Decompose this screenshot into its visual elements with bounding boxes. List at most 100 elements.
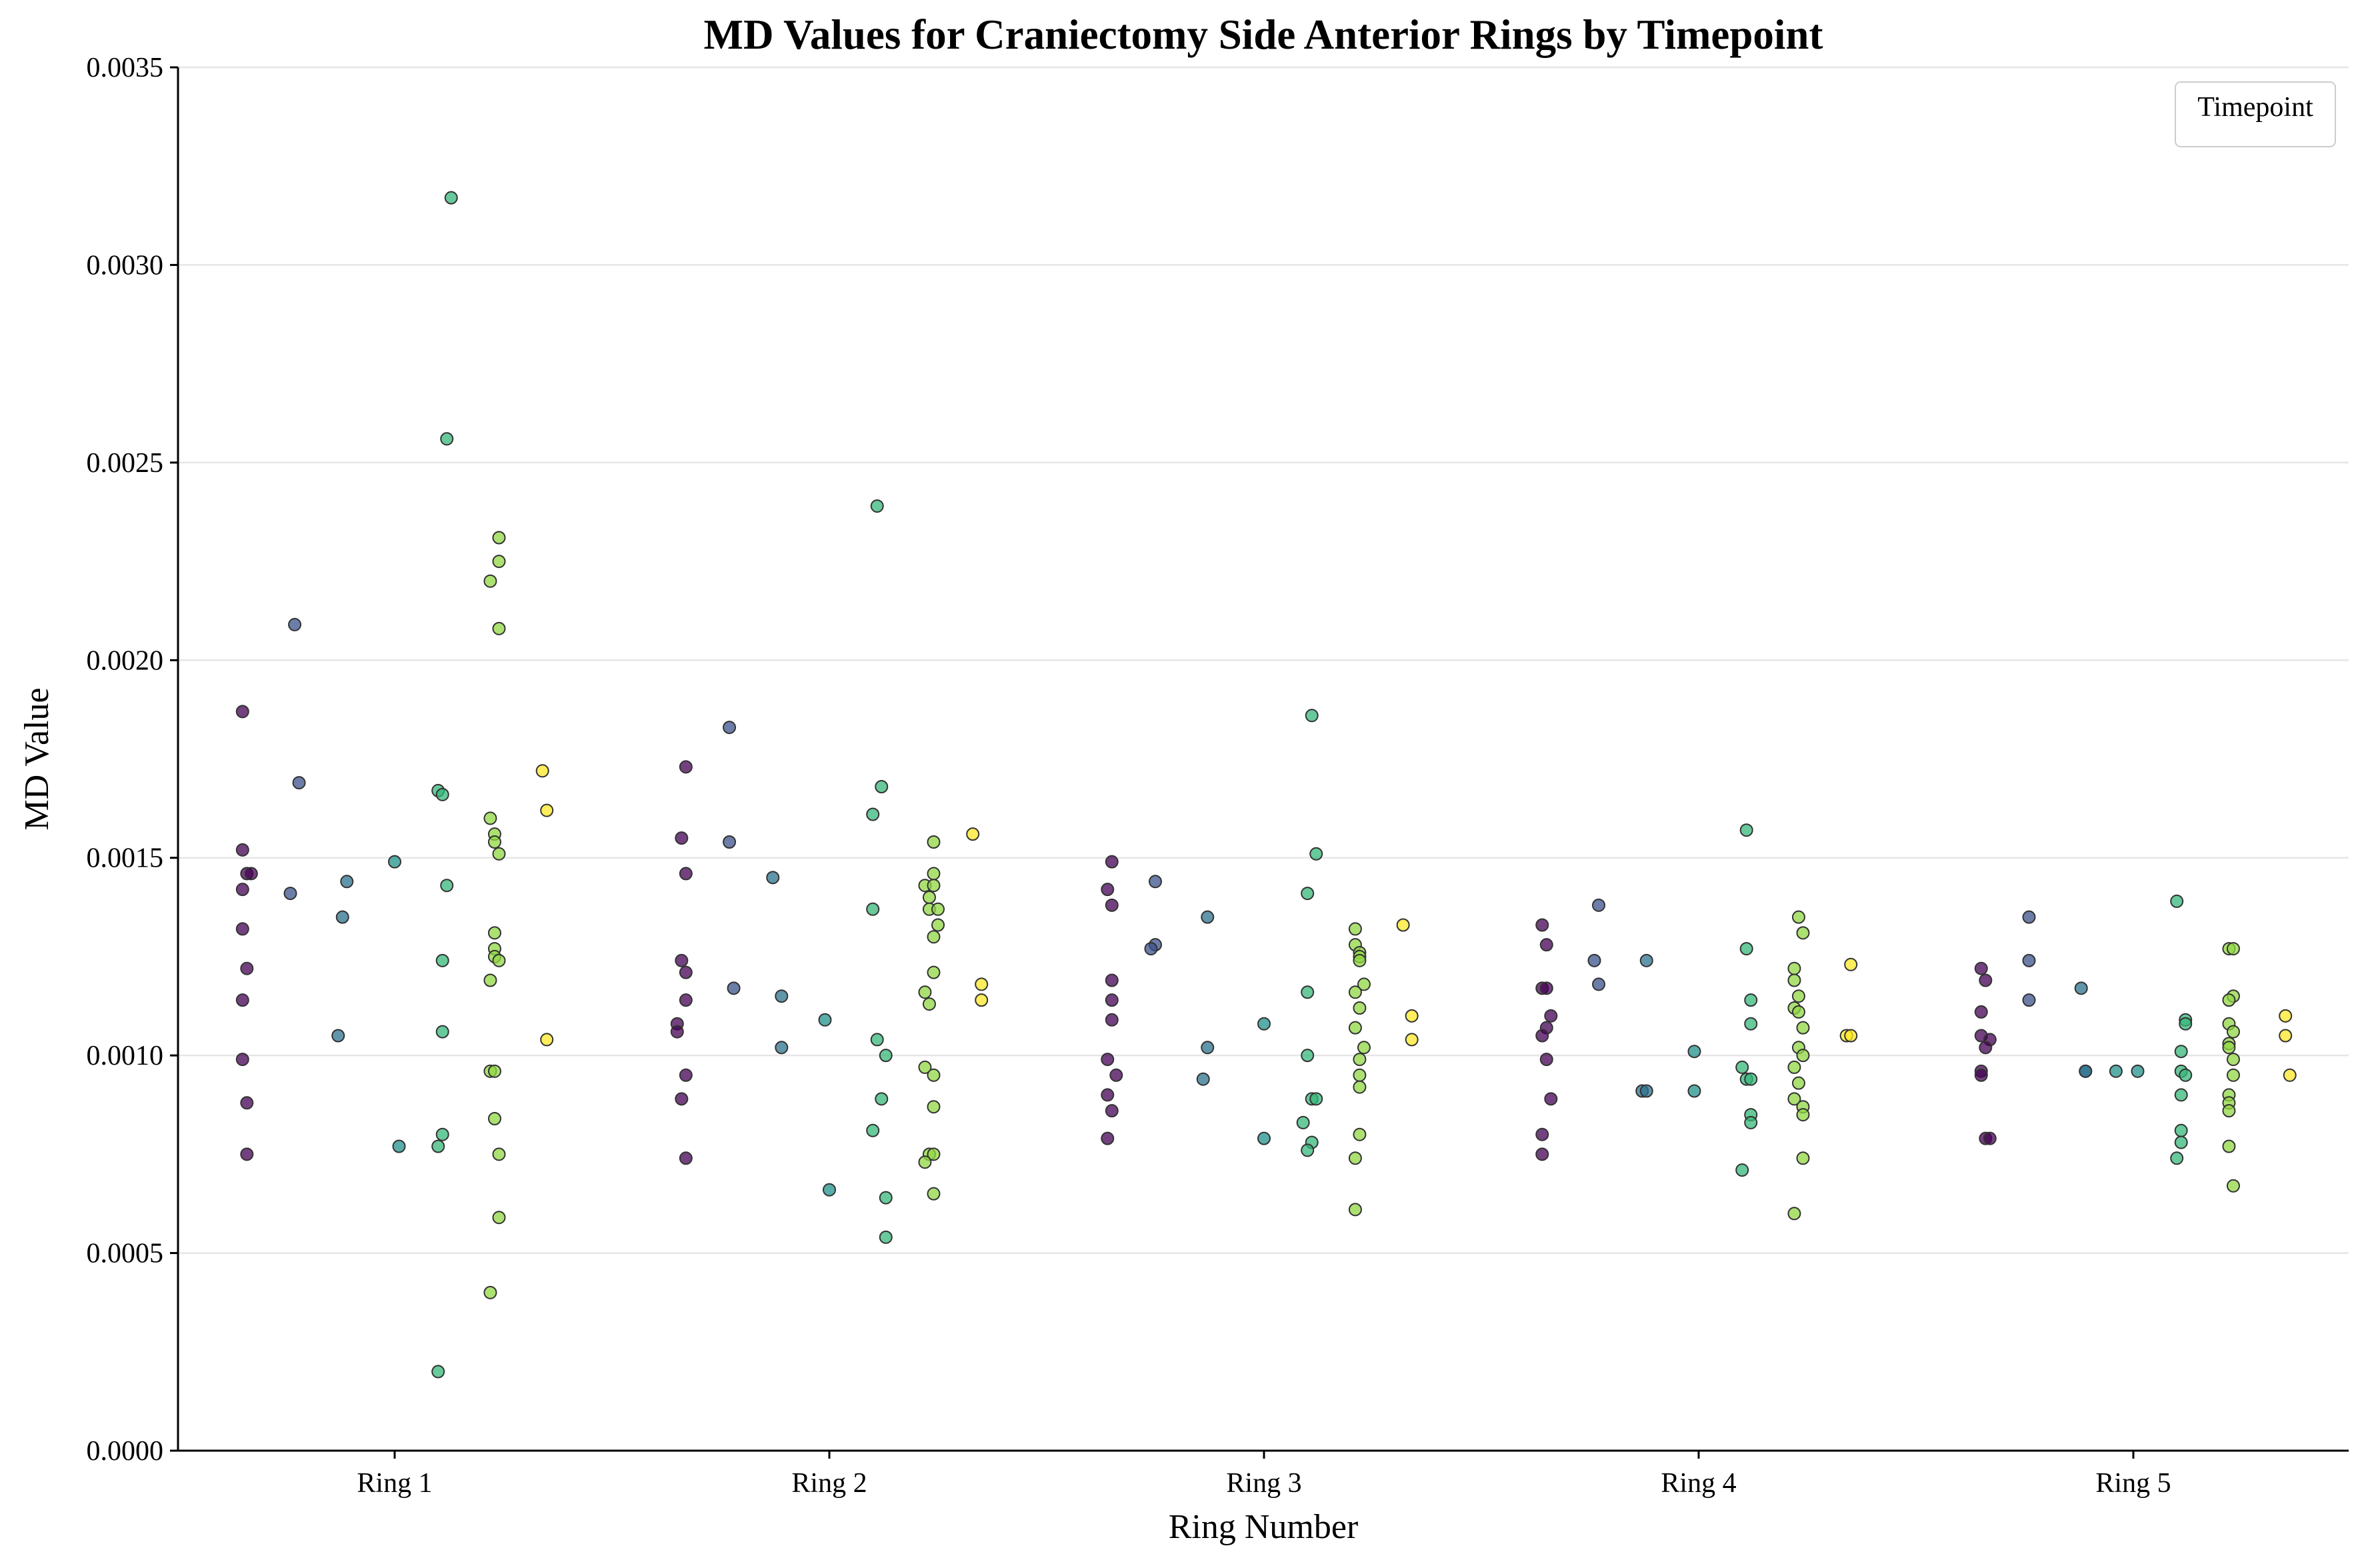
data-point bbox=[1296, 1115, 1310, 1129]
data-point bbox=[483, 1285, 497, 1299]
data-point bbox=[879, 1049, 893, 1063]
data-point bbox=[2022, 993, 2036, 1007]
data-point bbox=[866, 1123, 880, 1137]
data-point bbox=[540, 803, 554, 817]
data-point bbox=[1357, 977, 1371, 991]
data-point bbox=[1348, 985, 1362, 999]
data-point bbox=[766, 871, 780, 885]
data-point bbox=[1791, 1076, 1805, 1090]
data-point bbox=[240, 961, 254, 975]
data-point bbox=[2174, 1088, 2188, 1102]
data-point bbox=[927, 867, 941, 881]
data-point bbox=[1196, 1072, 1210, 1086]
data-point bbox=[2226, 1179, 2240, 1193]
data-point bbox=[1396, 918, 1410, 932]
data-point bbox=[1301, 1049, 1315, 1063]
data-point bbox=[679, 760, 693, 774]
data-point bbox=[1639, 1084, 1653, 1098]
x-tick-label: Ring 1 bbox=[357, 1468, 432, 1499]
y-tick-label: 0.0015 bbox=[87, 843, 164, 874]
data-point bbox=[240, 1147, 254, 1161]
data-point bbox=[1791, 1005, 1805, 1019]
data-point bbox=[2109, 1064, 2123, 1078]
data-point bbox=[1979, 973, 1993, 987]
data-point bbox=[927, 1187, 941, 1201]
data-point bbox=[540, 1033, 554, 1047]
data-point bbox=[487, 1064, 501, 1078]
data-point bbox=[1149, 875, 1162, 889]
data-point bbox=[1357, 1041, 1371, 1055]
data-point bbox=[1101, 1131, 1115, 1145]
data-point bbox=[235, 843, 249, 857]
data-point bbox=[431, 1139, 445, 1153]
data-point bbox=[818, 1013, 832, 1027]
y-tick-label: 0.0000 bbox=[87, 1436, 164, 1467]
data-point bbox=[975, 977, 989, 991]
legend-title: Timepoint bbox=[2197, 92, 2313, 123]
data-point bbox=[331, 1029, 345, 1043]
data-point bbox=[1405, 1009, 1419, 1023]
data-point bbox=[1539, 981, 1553, 995]
y-tick-label: 0.0025 bbox=[87, 448, 164, 479]
data-point bbox=[240, 1096, 254, 1110]
data-point bbox=[670, 1025, 684, 1039]
data-point bbox=[2131, 1064, 2145, 1078]
data-point bbox=[975, 993, 989, 1007]
data-point bbox=[879, 1191, 893, 1205]
data-point bbox=[2279, 1009, 2293, 1023]
data-point bbox=[723, 721, 737, 735]
data-point bbox=[1735, 1060, 1749, 1074]
data-point bbox=[966, 827, 980, 841]
data-point bbox=[1353, 1127, 1367, 1141]
data-point bbox=[1739, 823, 1753, 837]
data-point bbox=[1353, 1080, 1367, 1094]
y-tick-label: 0.0005 bbox=[87, 1239, 164, 1269]
data-point bbox=[1257, 1017, 1271, 1031]
data-point bbox=[1101, 1088, 1115, 1102]
data-point bbox=[1535, 1029, 1549, 1043]
data-point bbox=[675, 953, 689, 967]
data-point bbox=[492, 531, 506, 545]
data-point bbox=[1587, 953, 1601, 967]
data-point bbox=[1796, 1108, 1810, 1122]
data-point bbox=[727, 981, 741, 995]
data-point bbox=[487, 926, 501, 940]
data-point bbox=[2222, 1041, 2236, 1055]
data-point bbox=[918, 1155, 932, 1169]
data-point bbox=[1544, 1009, 1558, 1023]
data-point bbox=[1592, 898, 1606, 912]
data-point bbox=[1105, 1104, 1119, 1118]
data-point bbox=[235, 1053, 249, 1067]
data-point bbox=[535, 764, 549, 778]
data-point bbox=[866, 807, 880, 821]
data-point bbox=[1639, 953, 1653, 967]
data-point bbox=[1405, 1033, 1419, 1047]
data-point bbox=[1348, 1151, 1362, 1165]
data-point bbox=[875, 780, 889, 793]
y-tick-label: 0.0035 bbox=[87, 53, 164, 83]
data-point bbox=[492, 953, 506, 967]
data-point bbox=[292, 776, 306, 790]
data-point bbox=[1791, 989, 1805, 1003]
data-point bbox=[823, 1183, 836, 1197]
data-point bbox=[283, 887, 297, 901]
data-point bbox=[1787, 1060, 1801, 1074]
x-tick-label: Ring 4 bbox=[1661, 1468, 1736, 1499]
data-point bbox=[927, 1068, 941, 1082]
data-point bbox=[922, 997, 936, 1011]
data-point bbox=[2022, 953, 2036, 967]
data-point bbox=[1201, 1041, 1215, 1055]
data-point bbox=[1105, 898, 1119, 912]
data-point bbox=[1592, 977, 1606, 991]
x-axis-label: Ring Number bbox=[1169, 1508, 1359, 1546]
x-tick-label: Ring 3 bbox=[1226, 1468, 1301, 1499]
data-point bbox=[1979, 1041, 1993, 1055]
data-point bbox=[483, 973, 497, 987]
data-point bbox=[1974, 1068, 1988, 1082]
data-point bbox=[492, 1211, 506, 1225]
data-point bbox=[1101, 1053, 1115, 1067]
data-point bbox=[335, 910, 349, 924]
data-point bbox=[2226, 1068, 2240, 1082]
data-point bbox=[1105, 855, 1119, 869]
data-point bbox=[1744, 1115, 1758, 1129]
